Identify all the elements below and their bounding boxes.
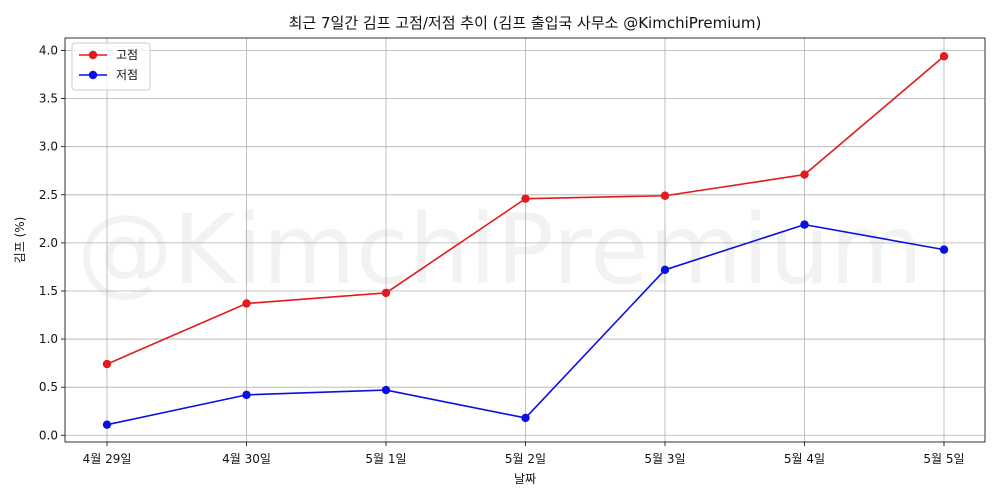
legend-label-high: 고점	[116, 48, 138, 62]
x-tick-label: 5월 2일	[505, 452, 546, 466]
y-tick-label: 4.0	[39, 44, 58, 58]
data-point-low	[800, 220, 809, 229]
legend-marker-low	[88, 70, 98, 80]
data-point-low	[242, 390, 251, 400]
watermark-text: @KimchiPremium	[77, 194, 924, 306]
y-tick-label: 1.5	[39, 284, 58, 298]
legend-label-low: 저점	[116, 68, 138, 82]
y-tick-label: 1.0	[39, 332, 58, 346]
data-point-high	[939, 52, 949, 61]
legend: 고점 저점	[71, 42, 151, 91]
grid-lines	[65, 38, 985, 442]
data-point-low	[102, 420, 112, 429]
x-tick-label: 4월 29일	[83, 452, 132, 466]
data-point-high	[660, 191, 670, 200]
data-point-high	[381, 288, 391, 298]
x-axis: 4월 29일 4월 30일 5월 1일 5월 2일 5월 3일 5월 4일 5월 5일	[83, 442, 965, 466]
plot-frame	[64, 37, 986, 443]
data-point-high	[521, 194, 530, 203]
y-tick-label: 2.0	[39, 236, 58, 250]
x-tick-label: 5월 4일	[784, 452, 825, 466]
legend-box	[71, 42, 151, 91]
y-tick-label: 2.5	[39, 188, 58, 202]
data-point-low	[660, 265, 670, 275]
y-axis-label: 김프 (%)	[13, 217, 27, 264]
legend-marker-high	[88, 50, 98, 60]
x-tick-label: 5월 1일	[365, 452, 406, 466]
data-point-low	[939, 245, 949, 254]
y-tick-label: 3.5	[39, 92, 58, 106]
y-tick-label: 3.0	[39, 140, 58, 154]
data-point-low	[521, 413, 530, 423]
chart-title: 최근 7일간 김프 고점/저점 추이 (김프 출입국 사무소 @KimchiPr…	[289, 14, 762, 32]
series-lines	[102, 52, 949, 429]
data-point-low	[381, 385, 391, 395]
data-point-high	[242, 299, 251, 308]
x-tick-label: 5월 5일	[923, 452, 964, 466]
data-point-high	[102, 359, 112, 369]
data-point-high	[800, 170, 809, 179]
y-tick-label: 0.0	[39, 428, 58, 442]
y-axis: 0.0 0.5 1.0 1.5 2.0 2.5 3.0 3.5 4.0	[39, 44, 65, 442]
x-tick-label: 4월 30일	[222, 452, 271, 466]
x-axis-label: 날짜	[514, 472, 536, 486]
y-tick-label: 0.5	[39, 380, 58, 394]
x-tick-label: 5월 3일	[644, 452, 685, 466]
